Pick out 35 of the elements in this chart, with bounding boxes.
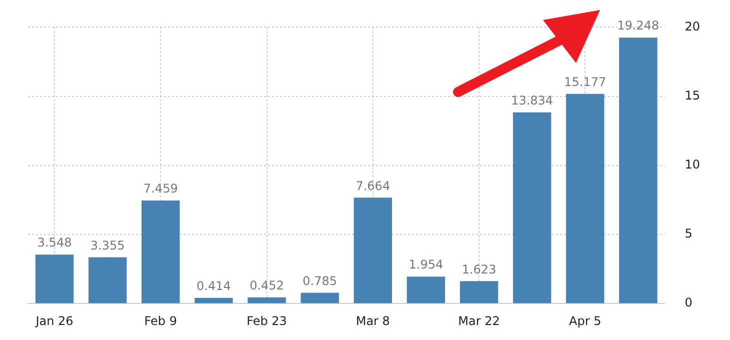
- data-label: 0.452: [250, 278, 284, 292]
- x-tick-label: Mar 8: [356, 314, 390, 328]
- bar: [460, 281, 498, 304]
- y-tick-label: 20: [684, 19, 700, 34]
- data-label: 13.834: [511, 94, 554, 108]
- data-label: 15.177: [564, 74, 606, 89]
- bar: [300, 292, 339, 304]
- bar: [248, 297, 286, 304]
- y-tick-label: 0: [684, 296, 692, 310]
- y-tick-label: 5: [684, 226, 692, 241]
- data-label: 19.248: [617, 18, 660, 33]
- y-tick-label: 15: [684, 88, 700, 102]
- bar: [35, 254, 74, 304]
- bar: [142, 200, 180, 304]
- data-label: 3.355: [90, 238, 125, 252]
- data-label: 7.664: [356, 178, 390, 193]
- data-label: 0.414: [196, 279, 231, 294]
- data-label: 1.954: [408, 258, 444, 272]
- data-label: 0.785: [302, 274, 338, 288]
- x-tick-label: Feb 9: [144, 314, 178, 328]
- x-tick-label: Jan 26: [34, 314, 74, 328]
- x-tick-label: Mar 22: [458, 314, 500, 328]
- data-label: 3.548: [37, 236, 72, 250]
- data-label: 7.459: [143, 182, 178, 196]
- bar: [566, 94, 604, 304]
- bar: [406, 276, 446, 304]
- data-label: 1.623: [462, 262, 496, 276]
- y-tick-label: 10: [684, 158, 700, 172]
- bar: [512, 112, 552, 304]
- bar: [354, 198, 392, 304]
- x-tick-label: Apr 5: [569, 314, 602, 328]
- bar: [194, 298, 233, 304]
- bar: [619, 38, 658, 304]
- x-tick-label: Feb 23: [246, 314, 287, 328]
- bar: [88, 257, 127, 304]
